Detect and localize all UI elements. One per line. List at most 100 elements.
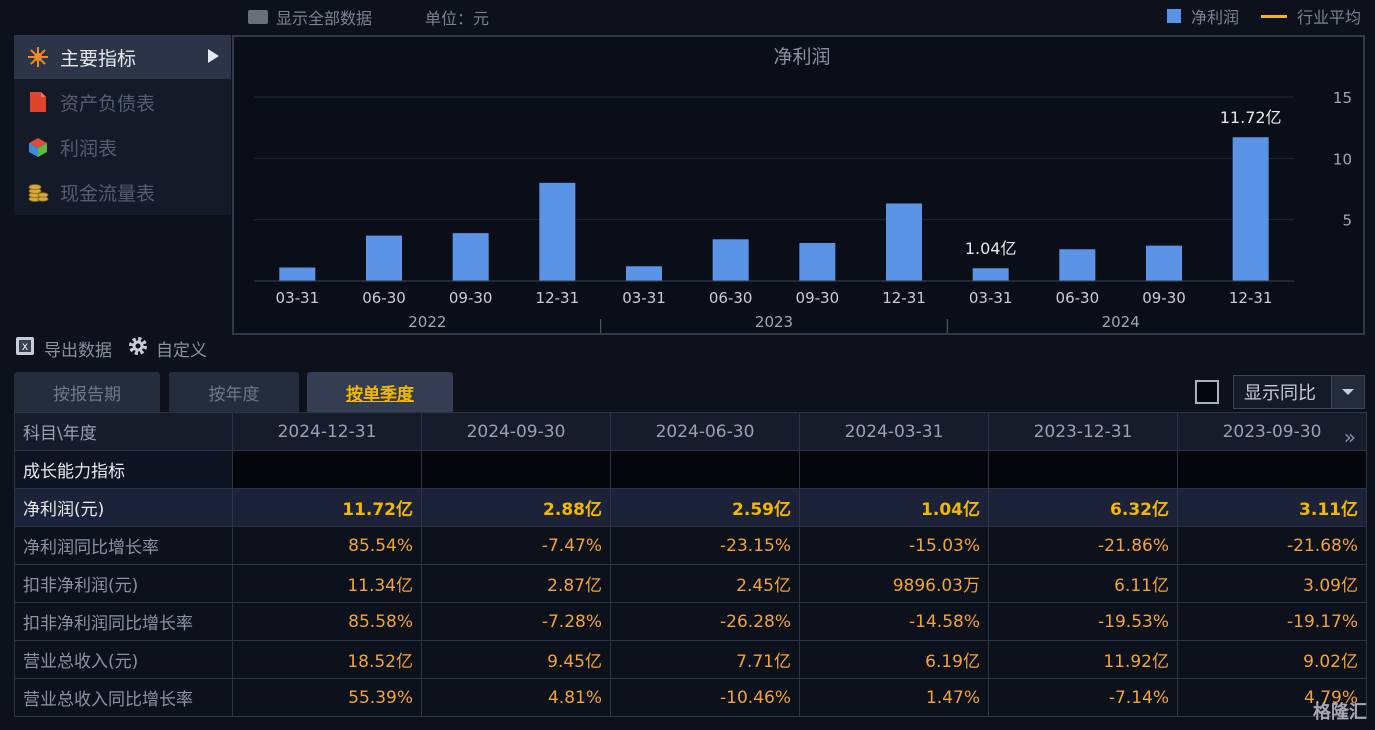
yoy-checkbox[interactable] [1195,380,1219,404]
table-cell: -21.86% [988,526,1178,565]
bar [626,266,662,281]
star-icon [26,45,50,69]
export-data-button[interactable]: X 导出数据 [14,334,112,363]
table-cell: 55.39% [232,678,422,717]
table-row: 净利润(元) 11.72亿 2.88亿 2.59亿 1.04亿 6.32亿 3.11亿 [14,488,1367,527]
x-tick-label: 12-31 [536,289,580,307]
yoy-select[interactable]: 显示同比 [1233,375,1365,409]
y-tick-label: 15 [1333,89,1352,107]
customize-label: 自定义 [156,341,207,361]
show-all-label: 显示全部数据 [276,9,373,28]
document-icon [26,90,50,114]
chart-title: 净利润 [773,46,830,68]
bar [366,235,402,281]
bar [452,233,489,281]
svg-text:X: X [22,343,28,353]
sidebar-item-label: 现金流量表 [60,182,156,205]
bar [886,203,922,281]
table-cell: -19.17% [1177,602,1367,641]
column-header: 2023-12-31 [988,412,1178,451]
tab-by-quarter[interactable]: 按单季度 [307,372,453,412]
sidebar-item-label: 利润表 [60,137,118,160]
table-cell: 4.79% [1177,678,1367,717]
chevron-right-icon [208,49,219,63]
table-cell [610,450,800,489]
customize-button[interactable]: 自定义 [126,334,207,363]
x-tick-label: 03-31 [622,289,666,307]
table-row: 净利润同比增长率 85.54% -7.47% -23.15% -15.03% -21.86… [14,526,1367,565]
y-tick-label: 10 [1333,150,1352,168]
bar [712,239,749,281]
sidebar-item-label: 资产负债表 [60,92,156,115]
table-cell: 2.88亿 [421,488,611,527]
table-cell: -26.28% [610,602,800,641]
x-tick-label: 06-30 [1056,289,1100,307]
x-tick-label: 12-31 [1229,289,1273,307]
legend-net-profit[interactable]: 净利润 [1190,8,1239,27]
table-cell: 7.71亿 [610,640,800,679]
table-cell [1177,450,1367,489]
sidebar-item-main-indicators[interactable]: 主要指标 [14,35,231,79]
tab-by-report-period[interactable]: 按报告期 [14,372,160,412]
table-cell: 9.02亿 [1177,640,1367,679]
y-tick-label: 5 [1342,212,1352,230]
table-row: 营业总收入同比增长率 55.39% 4.81% -10.46% 1.47% -7.14% 4… [14,678,1367,717]
table-cell: 4.81% [421,678,611,717]
chevron-down-icon[interactable] [1331,376,1364,408]
excel-icon: X [14,334,38,363]
watermark-logo: 格隆汇 [1313,702,1367,723]
table-cell: -14.58% [799,602,989,641]
show-all-data-toggle[interactable]: 显示全部数据 [248,5,372,29]
chart-tools: X 导出数据 自定义 [14,334,221,363]
sidebar-item-income-statement[interactable]: 利润表 [14,125,231,169]
x-tick-label: 09-30 [1142,289,1186,307]
table-cell: -15.03% [799,526,989,565]
table-cell: -19.53% [988,602,1178,641]
column-header-label: 2023-09-30 [1222,421,1322,442]
yoy-controls: 显示同比 [1195,375,1365,409]
table-cell: 2.87亿 [421,564,611,603]
table-cell: -21.68% [1177,526,1367,565]
row-label: 扣非净利润(元) [14,564,233,603]
table-cell: -7.28% [421,602,611,641]
column-header: 2024-12-31 [232,412,422,451]
table-cell: -7.47% [421,526,611,565]
row-label: 营业总收入同比增长率 [14,678,233,717]
sidebar-menu: 主要指标 资产负债表 利润表 现金流量表 [14,35,231,215]
table-corner-header: 科目\年度 [14,412,233,451]
data-label: 11.72亿 [1220,108,1282,127]
table-cell: -7.14% [988,678,1178,717]
data-label: 1.04亿 [965,239,1017,258]
table-cell: 1.47% [799,678,989,717]
year-group-label: 2023 [755,313,793,331]
table-cell [232,450,422,489]
bar [1059,249,1096,281]
double-chevron-right-icon[interactable]: » [1343,425,1356,449]
table-cell [988,450,1178,489]
legend-industry-avg[interactable]: 行业平均 [1296,8,1361,27]
row-label: 营业总收入(元) [14,640,233,679]
table-cell: 9896.03万 [799,564,989,603]
table-cell: 3.11亿 [1177,488,1367,527]
industry-avg-legend-swatch [1260,14,1287,18]
sidebar-item-label: 主要指标 [60,47,137,70]
row-label: 净利润同比增长率 [14,526,233,565]
x-tick-label: 12-31 [882,289,926,307]
coins-icon [26,180,50,204]
bar [799,242,836,281]
table-cell [799,450,989,489]
monitor-icon [248,10,268,24]
column-header-last: 2023-09-30 » [1177,412,1367,451]
cube-icon [26,135,50,159]
sidebar-item-balance-sheet[interactable]: 资产负债表 [14,80,231,124]
x-tick-label: 03-31 [969,289,1013,307]
row-label: 净利润(元) [14,488,233,527]
table-cell: 1.04亿 [799,488,989,527]
x-tick-label: 09-30 [449,289,493,307]
tab-by-year[interactable]: 按年度 [169,372,299,412]
table-row: 扣非净利润同比增长率 85.58% -7.28% -26.28% -14.58% -19.… [14,602,1367,641]
unit-label: 单位：元 [425,9,490,28]
table-row: 营业总收入(元) 18.52亿 9.45亿 7.71亿 6.19亿 11.92亿 9.02亿 [14,640,1367,679]
sidebar-item-cash-flow[interactable]: 现金流量表 [14,170,231,214]
table-cell: 2.59亿 [610,488,800,527]
